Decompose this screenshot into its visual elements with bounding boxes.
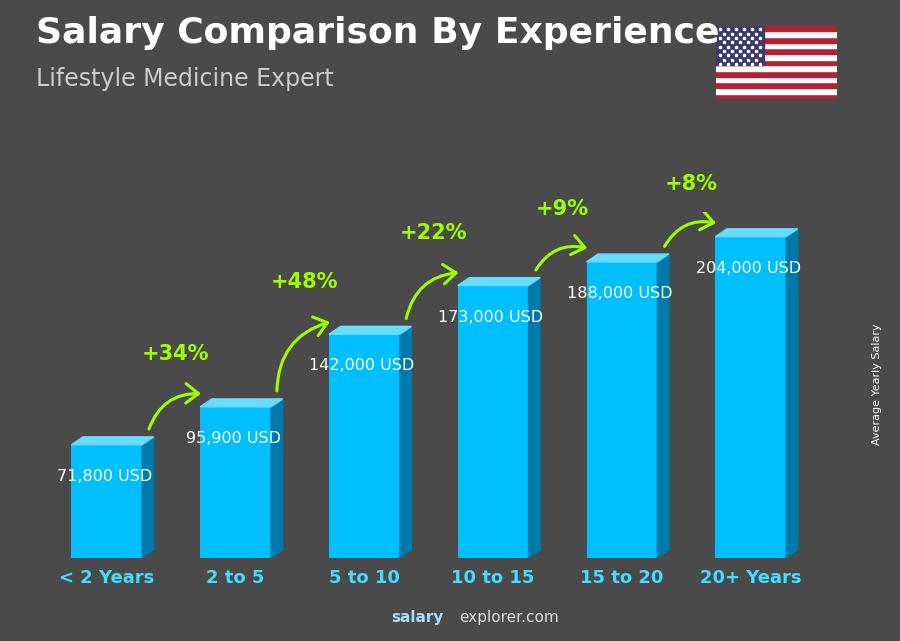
Polygon shape (329, 326, 411, 334)
Text: salary: salary (392, 610, 444, 625)
Polygon shape (271, 399, 283, 558)
FancyArrowPatch shape (664, 211, 714, 246)
Bar (458, 285, 528, 558)
Text: 142,000 USD: 142,000 USD (310, 358, 414, 374)
Bar (716, 82, 837, 88)
Polygon shape (142, 437, 154, 558)
Bar (716, 31, 837, 37)
Text: +9%: +9% (536, 199, 589, 219)
Bar (587, 262, 657, 558)
Text: 173,000 USD: 173,000 USD (438, 310, 544, 325)
Polygon shape (71, 437, 154, 445)
Text: 95,900 USD: 95,900 USD (185, 431, 281, 446)
Polygon shape (716, 229, 797, 237)
Bar (716, 54, 837, 60)
Polygon shape (400, 326, 411, 558)
Polygon shape (786, 229, 797, 558)
Bar (329, 334, 400, 558)
Text: Average Yearly Salary: Average Yearly Salary (872, 324, 883, 445)
Text: +48%: +48% (271, 272, 338, 292)
Bar (716, 237, 786, 558)
Bar (71, 445, 142, 558)
FancyArrowPatch shape (149, 383, 198, 429)
Bar (716, 48, 837, 54)
Text: 188,000 USD: 188,000 USD (567, 286, 672, 301)
Bar (716, 37, 837, 43)
Bar (716, 60, 837, 65)
Polygon shape (657, 254, 669, 558)
Bar (716, 94, 837, 99)
Polygon shape (587, 254, 669, 262)
Bar (200, 407, 271, 558)
Polygon shape (528, 278, 540, 558)
Bar (716, 71, 837, 77)
Bar (716, 65, 837, 71)
Text: +22%: +22% (400, 223, 467, 243)
Text: 71,800 USD: 71,800 USD (57, 469, 152, 484)
Bar (716, 43, 837, 48)
Text: Lifestyle Medicine Expert: Lifestyle Medicine Expert (36, 67, 334, 91)
Bar (716, 77, 837, 82)
Bar (716, 88, 837, 94)
Bar (716, 26, 764, 65)
Text: +34%: +34% (142, 344, 210, 364)
Text: 204,000 USD: 204,000 USD (696, 261, 801, 276)
Polygon shape (458, 278, 540, 285)
FancyArrowPatch shape (277, 317, 328, 391)
Bar (716, 26, 837, 31)
Polygon shape (200, 399, 283, 407)
FancyArrowPatch shape (536, 235, 585, 270)
Text: +8%: +8% (664, 174, 717, 194)
Text: explorer.com: explorer.com (459, 610, 559, 625)
FancyArrowPatch shape (406, 265, 456, 319)
Text: Salary Comparison By Experience: Salary Comparison By Experience (36, 16, 719, 50)
